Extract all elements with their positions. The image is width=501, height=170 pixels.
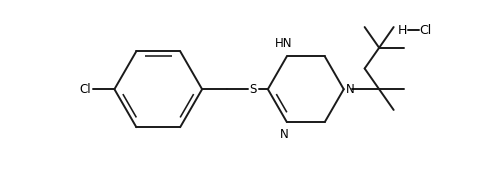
- Text: HN: HN: [274, 37, 292, 50]
- Text: S: S: [248, 83, 256, 96]
- Text: N: N: [280, 128, 288, 141]
- Text: Cl: Cl: [419, 24, 431, 37]
- Text: Cl: Cl: [79, 83, 91, 96]
- Text: N: N: [346, 83, 354, 96]
- Text: H: H: [397, 24, 406, 37]
